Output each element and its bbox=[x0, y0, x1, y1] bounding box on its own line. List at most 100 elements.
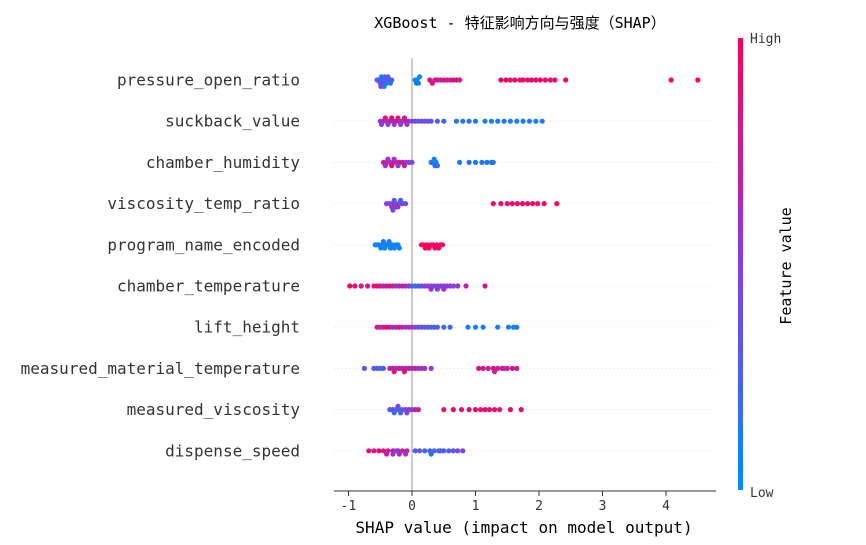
shap-point bbox=[490, 201, 496, 207]
shap-point bbox=[438, 448, 444, 454]
shap-point bbox=[403, 201, 409, 207]
shap-point bbox=[528, 77, 535, 83]
feature-label: measured_viscosity bbox=[127, 400, 301, 419]
shap-points bbox=[347, 74, 701, 457]
shap-point bbox=[389, 77, 395, 83]
shap-point bbox=[404, 410, 410, 416]
shap-point bbox=[441, 324, 447, 330]
shap-point bbox=[518, 407, 524, 413]
shap-point bbox=[366, 448, 372, 454]
shap-point bbox=[393, 283, 399, 289]
shap-point bbox=[484, 159, 490, 165]
shap-point bbox=[509, 365, 515, 371]
shap-point bbox=[480, 365, 486, 371]
shap-point bbox=[391, 369, 397, 375]
shap-point bbox=[520, 77, 526, 83]
shap-point bbox=[486, 407, 493, 413]
shap-point bbox=[472, 324, 479, 330]
shap-point bbox=[422, 448, 428, 454]
shap-point bbox=[541, 201, 547, 207]
shap-point bbox=[386, 239, 392, 245]
shap-point bbox=[535, 201, 541, 207]
shap-point bbox=[434, 118, 440, 124]
shap-point bbox=[520, 118, 526, 124]
feature-label: program_name_encoded bbox=[107, 235, 300, 254]
shap-point bbox=[403, 451, 409, 457]
shap-point bbox=[460, 448, 466, 454]
shap-point bbox=[422, 365, 428, 371]
shap-point bbox=[507, 77, 513, 83]
shap-point bbox=[382, 163, 388, 169]
x-tick-label: 1 bbox=[472, 499, 480, 514]
shap-point bbox=[415, 80, 421, 86]
shap-point bbox=[380, 365, 386, 371]
shap-point bbox=[530, 201, 536, 207]
shap-point bbox=[458, 407, 465, 413]
shap-point bbox=[453, 118, 459, 124]
shap-point bbox=[431, 448, 437, 454]
shap-point bbox=[380, 239, 386, 245]
shap-point bbox=[450, 283, 456, 289]
shap-point bbox=[447, 324, 453, 330]
feature-label: chamber_humidity bbox=[146, 153, 300, 172]
shap-point bbox=[412, 448, 418, 454]
feature-labels: pressure_open_ratio suckback_valuechamber… bbox=[21, 71, 301, 461]
shap-point bbox=[391, 197, 397, 203]
shap-point bbox=[466, 159, 472, 165]
x-tick-label: -1 bbox=[341, 499, 357, 514]
shap-point bbox=[479, 159, 485, 165]
shap-point bbox=[396, 451, 402, 457]
shap-point bbox=[466, 407, 472, 413]
shap-point bbox=[378, 121, 385, 127]
shap-point bbox=[501, 365, 507, 371]
shap-point bbox=[395, 115, 401, 121]
shap-point bbox=[478, 407, 484, 413]
shap-point bbox=[381, 83, 387, 89]
shap-point bbox=[482, 118, 488, 124]
shap-point bbox=[409, 159, 415, 165]
shap-point bbox=[403, 324, 409, 330]
shap-point bbox=[552, 77, 558, 83]
shap-point bbox=[404, 121, 410, 127]
shap-point bbox=[428, 286, 434, 292]
shap-point bbox=[472, 407, 479, 413]
shap-point bbox=[390, 324, 396, 330]
shap-point bbox=[377, 324, 383, 330]
shap-point bbox=[695, 77, 701, 83]
shap-point bbox=[415, 407, 421, 413]
feature-label: pressure_open_ratio bbox=[117, 71, 300, 90]
shap-point bbox=[455, 448, 461, 454]
shap-point bbox=[490, 159, 496, 165]
shap-point bbox=[485, 365, 491, 371]
shap-point bbox=[554, 201, 560, 207]
shap-point bbox=[533, 118, 539, 124]
shap-point bbox=[441, 118, 447, 124]
feature-label: suckback_value bbox=[165, 112, 300, 131]
shap-point bbox=[401, 115, 407, 121]
shap-point bbox=[495, 365, 501, 371]
shap-point bbox=[365, 283, 371, 289]
shap-point bbox=[398, 197, 404, 203]
shap-point bbox=[450, 407, 456, 413]
shap-point bbox=[385, 156, 391, 162]
shap-point bbox=[514, 324, 520, 330]
feature-label: viscosity_temp_ratio bbox=[107, 194, 300, 213]
shap-point bbox=[399, 283, 406, 289]
shap-point bbox=[389, 163, 395, 169]
shap-point bbox=[384, 324, 390, 330]
shap-point bbox=[396, 245, 402, 251]
shap-point bbox=[495, 118, 501, 124]
shap-point bbox=[434, 286, 440, 292]
shap-point bbox=[476, 365, 482, 371]
shap-point bbox=[395, 163, 401, 169]
x-tick-label: 2 bbox=[535, 499, 543, 514]
shap-point bbox=[358, 283, 364, 289]
shap-point bbox=[347, 283, 353, 289]
shap-point bbox=[450, 448, 456, 454]
shap-point bbox=[393, 448, 399, 454]
shap-point bbox=[457, 159, 463, 165]
shap-point bbox=[492, 369, 498, 375]
shap-point bbox=[514, 118, 520, 124]
shap-point bbox=[463, 283, 469, 289]
